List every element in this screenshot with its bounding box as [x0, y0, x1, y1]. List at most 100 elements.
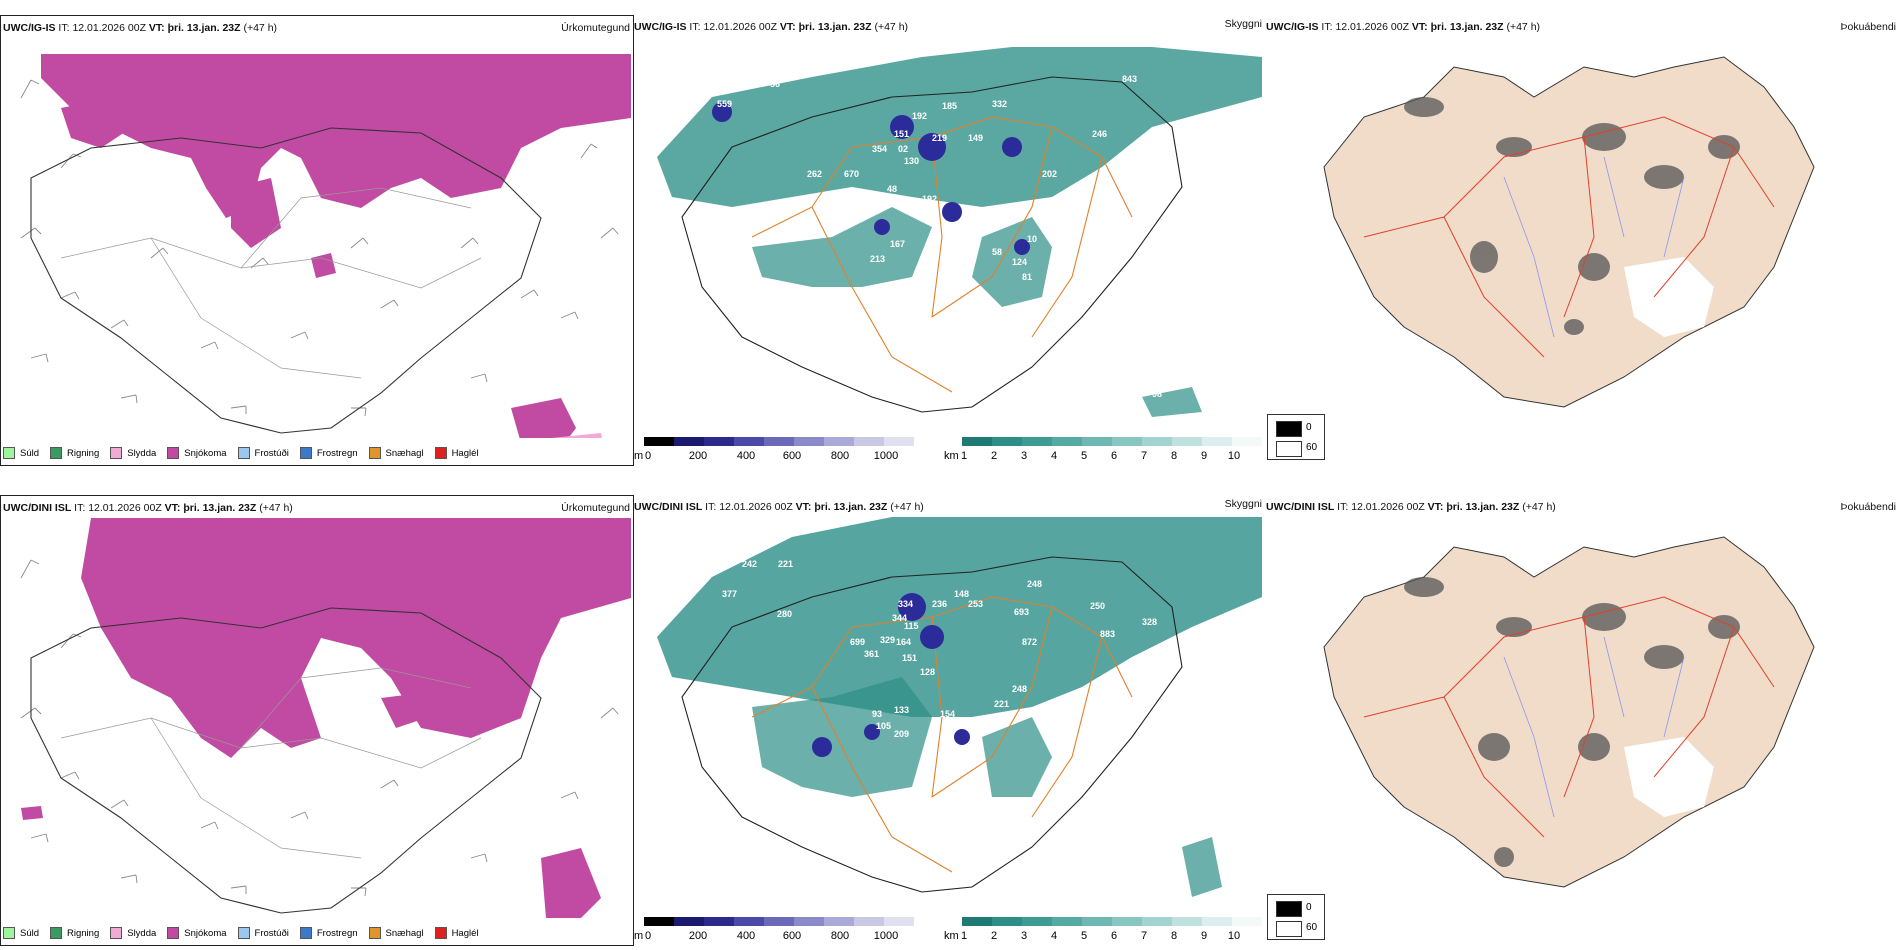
swatch: [50, 927, 63, 939]
colorbar-tick: 600: [782, 930, 802, 942]
swatch: [237, 447, 250, 459]
panel-header: UWC/DINI ISL IT: 12.01.2026 00Z VT: þri.…: [3, 502, 293, 514]
colorbar-tick: 600: [782, 450, 802, 462]
vis-label: 693: [1014, 607, 1029, 617]
precip-type-panel-2: UWC/DINI ISL IT: 12.01.2026 00Z VT: þri.…: [0, 495, 634, 946]
swatch: [50, 447, 63, 459]
vis-label: 124: [1012, 257, 1027, 267]
panel-header: UWC/IG-IS IT: 12.01.2026 00Z VT: þri. 13…: [1266, 21, 1541, 33]
rivers: [1503, 636, 1685, 818]
vis-label: 670: [844, 169, 859, 179]
legend-item: Snjókoma: [167, 447, 227, 459]
glacier: [1624, 257, 1714, 337]
iceland-coastline: [681, 76, 1183, 413]
precip-map: [20, 54, 631, 438]
vis-label: 133: [894, 705, 909, 715]
colorbar-tick: 0: [644, 930, 652, 942]
colorbar-tick: 2: [990, 450, 998, 462]
vis-label: 334: [898, 599, 913, 609]
colorbar-gradient: [962, 437, 1262, 446]
visibility-panel-2: UWC/DINI ISL IT: 12.01.2026 00Z VT: þri.…: [632, 495, 1264, 944]
vis-label: 280: [777, 609, 792, 619]
colorbar-tick: 10: [1227, 450, 1241, 462]
panel-type-title: Þokuábendi: [1840, 21, 1896, 33]
colorbar-tick: 8: [1170, 930, 1178, 942]
vis-label: 58: [992, 247, 1002, 257]
precip-type-panel-1: UWC/IG-IS IT: 12.01.2026 00Z VT: þri. 13…: [0, 15, 634, 466]
vis-label: 221: [778, 559, 793, 569]
swatch: [368, 927, 381, 939]
roads: [751, 596, 1133, 873]
colorbar-unit: km: [944, 450, 959, 462]
fog-index-panel-2: UWC/DINI ISL IT: 12.01.2026 00Z VT: þri.…: [1264, 495, 1900, 944]
fog-map: [1323, 56, 1815, 408]
vis-label: 202: [1042, 169, 1057, 179]
vis-label: 93: [872, 709, 882, 719]
vis-label: 152: [984, 721, 999, 731]
vis-label: 559: [717, 99, 732, 109]
colorbar-tick: 0: [644, 450, 652, 462]
iceland-coastline: [681, 556, 1183, 893]
colorbar-tick: 1000: [873, 450, 899, 462]
vis-label: 221: [994, 699, 1009, 709]
vis-label: 48: [887, 184, 897, 194]
swatch: [1276, 921, 1302, 937]
visibility-values: 559 288 56 192 185 332 843 246 365 151 2…: [717, 74, 1162, 399]
panel-type-title: Úrkomutegund: [561, 22, 630, 34]
vis-label: 209: [894, 729, 909, 739]
vis-label: 354: [872, 144, 887, 154]
colorbar-gradient: [644, 917, 914, 926]
low-visibility-area: [657, 517, 1262, 717]
iceland-land: [1323, 56, 1815, 408]
visibility-panel-1: UWC/IG-IS IT: 12.01.2026 00Z VT: þri. 13…: [632, 15, 1264, 464]
precip-legend: Súld Rigning Slydda Snjókoma Frostúði Fr…: [3, 927, 490, 939]
vis-label: 236: [932, 599, 947, 609]
vis-label: 361: [864, 649, 879, 659]
legend-item: Frostúði: [237, 447, 289, 459]
elevation-colorbar: m 0 200 400 600 800 1000: [634, 917, 946, 945]
swatch: [167, 927, 180, 939]
vis-label: 213: [870, 254, 885, 264]
colorbar-tick: 9: [1200, 450, 1208, 462]
precip-map: [20, 518, 631, 918]
swatch: [368, 447, 381, 459]
vis-label: 167: [890, 239, 905, 249]
roads: [60, 667, 482, 859]
legend-item: Rigning: [50, 447, 99, 459]
colorbar-gradient: [644, 437, 914, 446]
colorbar-tick: 200: [688, 450, 708, 462]
vis-label: 149: [968, 133, 983, 143]
vis-label: 154: [940, 709, 955, 719]
colorbar-unit: m: [634, 450, 644, 462]
colorbar-tick: 8: [1170, 450, 1178, 462]
legend-item: Haglél: [434, 927, 479, 939]
visibility-map: 559 288 56 192 185 332 843 246 365 151 2…: [657, 47, 1262, 417]
vis-label: 02: [898, 144, 908, 154]
colorbar-tick: 800: [830, 930, 850, 942]
colorbar-tick: 7: [1140, 450, 1148, 462]
swatch: [434, 447, 447, 459]
glacier-markers: [812, 593, 970, 757]
legend-item: Rigning: [50, 927, 99, 939]
colorbar-unit: m: [634, 930, 644, 942]
fog-legend-2: 0 60: [1267, 894, 1325, 940]
panel-header: UWC/IG-IS IT: 12.01.2026 00Z VT: þri. 13…: [3, 22, 278, 34]
visibility-colorbar: km 1 2 3 4 5 6 7 8 9 10: [942, 917, 1264, 945]
fog-index-panel-1: UWC/IG-IS IT: 12.01.2026 00Z VT: þri. 13…: [1264, 15, 1900, 464]
vis-label: 192: [912, 111, 927, 121]
legend-item: Snæhagl: [368, 447, 424, 459]
colorbar-tick: 10: [1227, 930, 1241, 942]
vis-label: 148: [954, 589, 969, 599]
vis-label: 288: [742, 79, 757, 89]
swatch: [110, 447, 123, 459]
glacier-markers: [712, 102, 1030, 255]
legend-item: Snjókoma: [167, 927, 227, 939]
vis-label: 699: [850, 637, 865, 647]
legend-item: Súld: [3, 447, 39, 459]
swatch: [167, 447, 180, 459]
vis-label: 253: [968, 599, 983, 609]
vis-label: 130: [904, 156, 919, 166]
vis-label: 248: [1012, 684, 1027, 694]
colorbar-tick: 400: [736, 450, 756, 462]
vis-label: 344: [892, 613, 907, 623]
